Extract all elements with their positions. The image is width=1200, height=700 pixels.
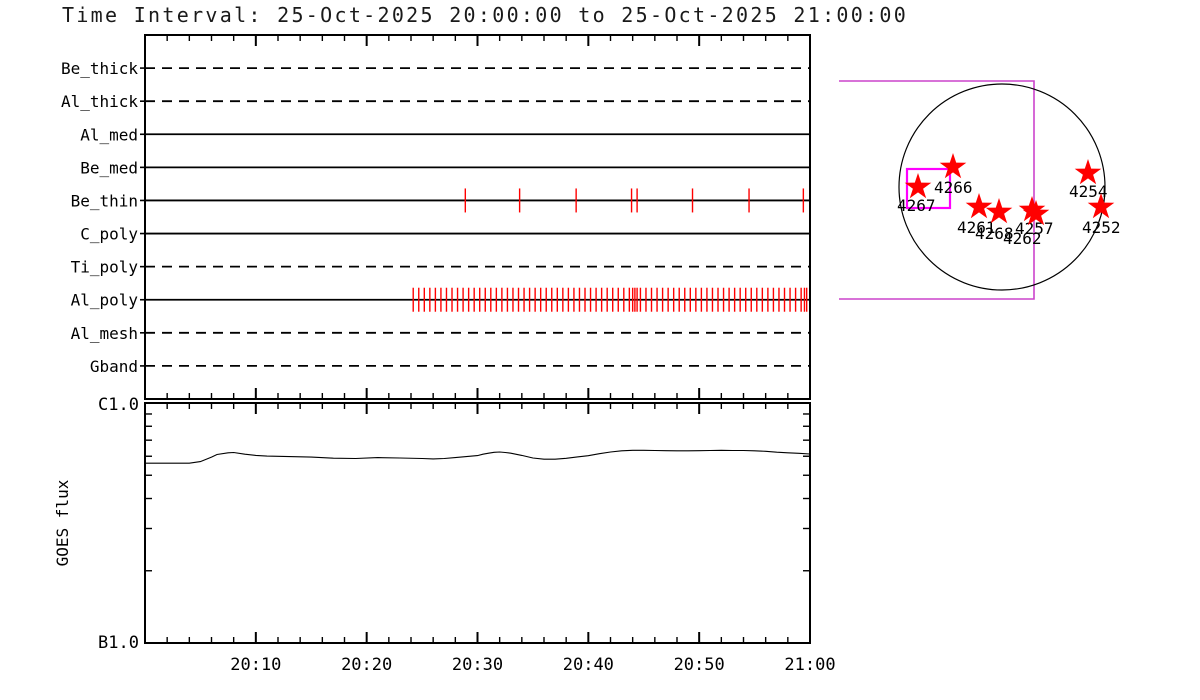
goes-xtick-label-20:30: 20:30 bbox=[452, 655, 503, 675]
goes-ytop-label: C1.0 bbox=[98, 395, 139, 415]
active-region-star-4267 bbox=[904, 173, 932, 199]
goes-xtick-label-20:50: 20:50 bbox=[674, 655, 725, 675]
active-region-star-4257 bbox=[1018, 196, 1046, 222]
solar-limb-circle bbox=[898, 83, 1106, 291]
goes-frame bbox=[144, 402, 811, 644]
active-region-label-4267: 4267 bbox=[897, 196, 936, 215]
active-region-star-4252 bbox=[1087, 193, 1115, 219]
filter-row-label-Al_mesh: Al_mesh bbox=[71, 324, 138, 343]
active-region-label-4266: 4266 bbox=[934, 178, 973, 197]
active-region-label-4268: 4268 bbox=[975, 224, 1014, 243]
active-region-star-4268 bbox=[985, 198, 1013, 224]
active-region-star-4254 bbox=[1074, 159, 1102, 185]
active-region-label-4261: 4261 bbox=[957, 218, 996, 237]
filter-row-label-Al_poly: Al_poly bbox=[71, 291, 139, 310]
xrt-subfield-box bbox=[905, 167, 952, 210]
goes-flux-curve bbox=[145, 449, 811, 464]
goes-xtick-label-20:20: 20:20 bbox=[341, 655, 392, 675]
active-region-star-4261 bbox=[965, 193, 993, 219]
active-region-star-4262 bbox=[1022, 200, 1050, 226]
filter-row-label-Ti_poly: Ti_poly bbox=[71, 258, 139, 277]
goes-xtick-label-20:40: 20:40 bbox=[563, 655, 614, 675]
filter-row-label-Be_med: Be_med bbox=[80, 158, 138, 177]
active-region-star-4266 bbox=[939, 153, 967, 179]
filter-row-label-Be_thick: Be_thick bbox=[61, 59, 138, 78]
goes-ylabel: GOES flux bbox=[53, 479, 72, 566]
active-region-label-4254: 4254 bbox=[1069, 182, 1108, 201]
filter-row-label-Al_med: Al_med bbox=[80, 125, 138, 144]
filter-timeline-frame bbox=[144, 34, 811, 400]
goes-ybottom-label: B1.0 bbox=[98, 633, 139, 653]
active-region-label-4257: 4257 bbox=[1015, 219, 1054, 238]
xrt-fov-box bbox=[839, 80, 1035, 300]
page-title: Time Interval: 25-Oct-2025 20:00:00 to 2… bbox=[62, 3, 909, 27]
goes-xtick-label-21:00: 21:00 bbox=[784, 655, 835, 675]
goes-xtick-label-20:10: 20:10 bbox=[230, 655, 281, 675]
filter-row-label-Al_thick: Al_thick bbox=[61, 92, 138, 111]
active-region-label-4262: 4262 bbox=[1003, 229, 1042, 248]
active-region-label-4252: 4252 bbox=[1082, 218, 1121, 237]
filter-row-label-Gband: Gband bbox=[90, 357, 138, 376]
filter-row-label-Be_thin: Be_thin bbox=[71, 191, 138, 210]
filter-row-label-C_poly: C_poly bbox=[80, 225, 138, 244]
